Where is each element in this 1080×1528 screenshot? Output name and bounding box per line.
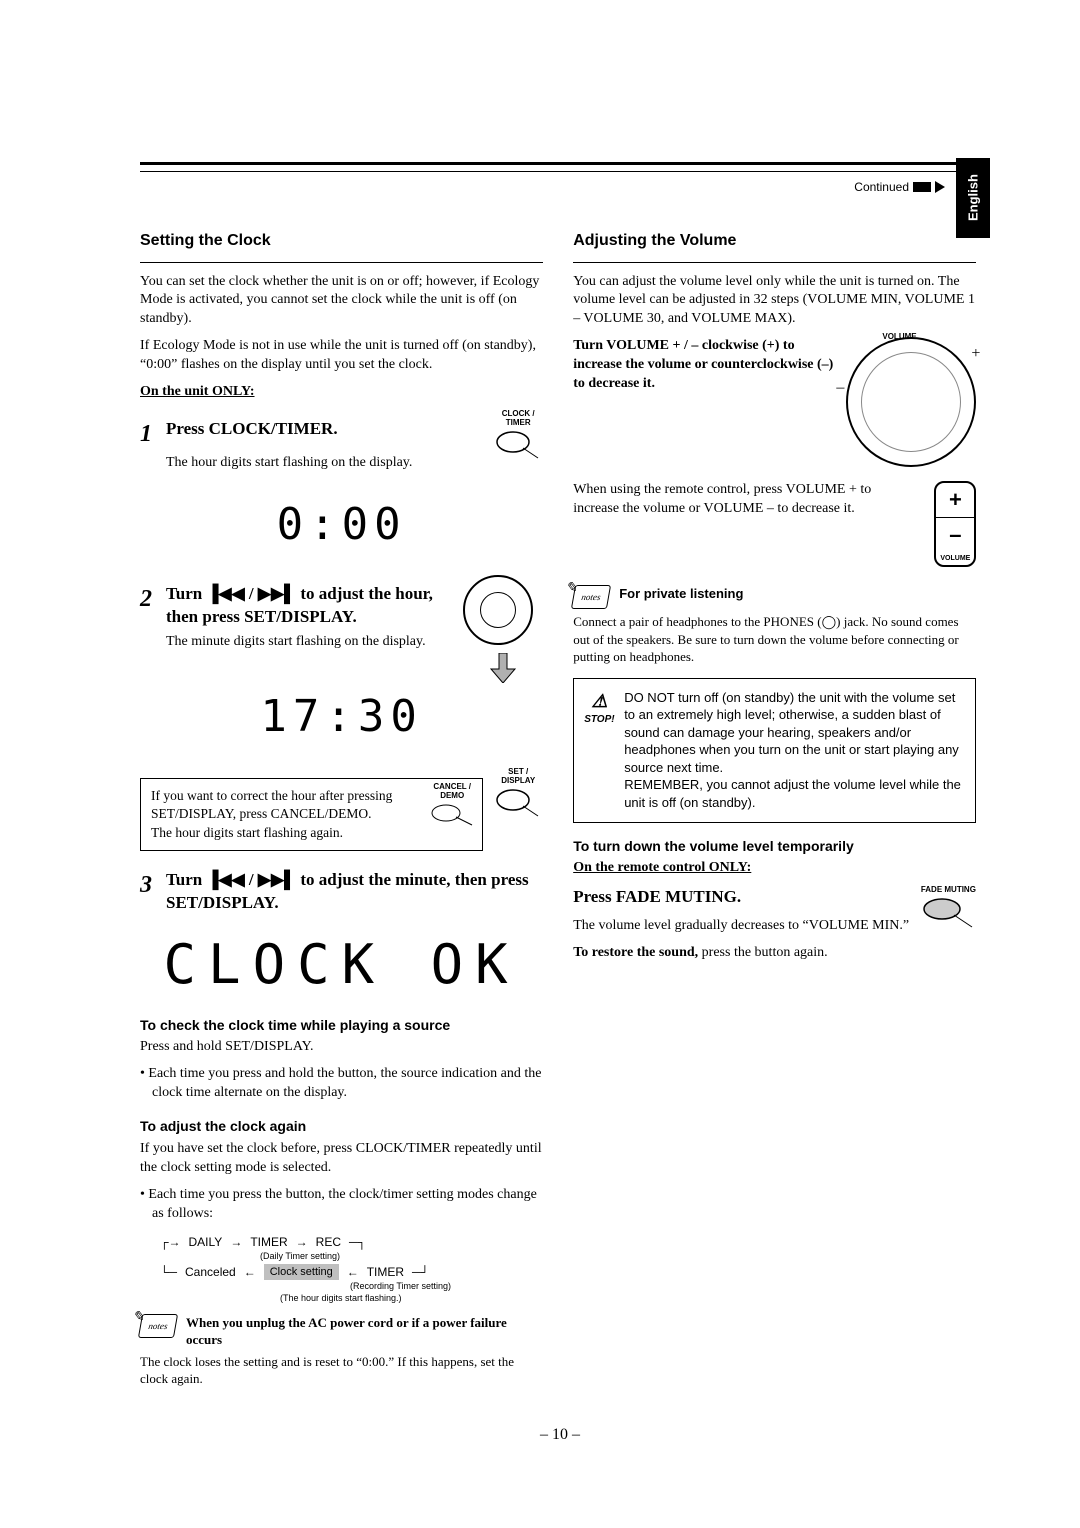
step-1: 1 Press CLOCK/TIMER. The hour digits sta… — [140, 410, 543, 481]
mode-timer: TIMER — [250, 1234, 287, 1250]
step-number-2: 2 — [140, 583, 160, 615]
remote-volume-label: VOLUME — [936, 552, 974, 565]
heading-adjusting-volume: Adjusting the Volume — [573, 230, 976, 252]
manual-page: Continued English Setting the Clock You … — [0, 0, 1080, 1484]
language-tab: English — [956, 158, 990, 238]
heading-rule — [140, 262, 543, 263]
volume-dial-icon: – + VOLUME — [846, 337, 976, 467]
set-display-button-icon: SET / DISPLAY — [493, 768, 543, 824]
check-clock-bullet: Each time you press and hold the button,… — [152, 1065, 543, 1103]
private-listening-note: notes For private listening — [573, 585, 976, 609]
step-number-1: 1 — [140, 418, 160, 450]
fade-muting-heading: Press FADE MUTING. — [573, 886, 910, 909]
jog-dial-icon — [463, 575, 543, 698]
step-3-heading: Turn ▐◀◀ / ▶▶▌ to adjust the minute, the… — [166, 869, 543, 915]
private-listening-body: Connect a pair of headphones to the PHON… — [573, 613, 976, 666]
check-clock-heading: To check the clock time while playing a … — [140, 1016, 543, 1035]
step-3: 3 Turn ▐◀◀ / ▶▶▌ to adjust the minute, t… — [140, 869, 543, 915]
continued-arrow-icon — [935, 181, 945, 193]
mode-cycle-diagram: ┌→ DAILY → TIMER → REC ─┐ (Daily Timer s… — [160, 1234, 523, 1304]
check-clock-body: Press and hold SET/DISPLAY. — [140, 1038, 543, 1057]
fade-muting-button-icon: FADE MUTING — [920, 886, 976, 936]
heading-setting-clock: Setting the Clock — [140, 230, 543, 252]
mode-daily: DAILY — [189, 1234, 223, 1250]
step-1-body: The hour digits start flashing on the di… — [140, 454, 483, 473]
column-adjusting-volume: Adjusting the Volume You can adjust the … — [573, 230, 976, 1396]
remote-volume-instruction: When using the remote control, press VOL… — [573, 481, 896, 519]
turn-volume-instruction: Turn VOLUME + / – clockwise (+) to incre… — [573, 337, 836, 394]
remote-volume-row: When using the remote control, press VOL… — [573, 481, 976, 567]
top-rule — [140, 162, 980, 172]
step-2: 2 Turn ▐◀◀ / ▶▶▌ to adjust the hour, the… — [140, 575, 543, 698]
unplug-note-heading: When you unplug the AC power cord or if … — [186, 1314, 543, 1349]
unplug-note-body: The clock loses the setting and is reset… — [140, 1353, 543, 1388]
restore-sound-lead: To restore the sound, — [573, 945, 698, 960]
adjust-again-body: If you have set the clock before, press … — [140, 1140, 543, 1178]
column-setting-clock: Setting the Clock You can set the clock … — [140, 230, 543, 1396]
content-columns: Setting the Clock You can set the clock … — [140, 230, 980, 1396]
continued-label: Continued — [854, 180, 909, 194]
volume-warning-text: DO NOT turn off (on standby) the unit wi… — [624, 690, 961, 810]
continued-indicator: Continued — [854, 180, 945, 194]
step-number-3: 3 — [140, 869, 160, 901]
continued-bar-icon — [913, 182, 931, 192]
fade-muting-body: The volume level gradually decreases to … — [573, 917, 910, 936]
mode-rec: REC — [316, 1234, 341, 1250]
turn-down-heading: To turn down the volume level temporaril… — [573, 837, 976, 856]
remote-minus: – — [936, 517, 974, 552]
remote-volume-button-icon: + – VOLUME — [906, 481, 976, 567]
volume-warning-box: STOP! DO NOT turn off (on standby) the u… — [573, 678, 976, 823]
correct-hour-text: If you want to correct the hour after pr… — [151, 788, 392, 839]
restore-sound-rest: press the button again. — [698, 945, 827, 960]
clock-intro-2: If Ecology Mode is not in use while the … — [140, 337, 543, 375]
heading-rule-right — [573, 262, 976, 263]
restore-sound-line: To restore the sound, press the button a… — [573, 944, 910, 963]
adjust-again-heading: To adjust the clock again — [140, 1117, 543, 1136]
adjust-again-bullet: Each time you press the button, the cloc… — [152, 1186, 543, 1224]
clock-timer-label: CLOCK / TIMER — [493, 410, 543, 428]
correct-hour-box: If you want to correct the hour after pr… — [140, 778, 483, 851]
cancel-demo-label: CANCEL / DEMO — [428, 783, 476, 801]
mode-hour-sub: (The hour digits start flashing.) — [160, 1294, 523, 1304]
mode-clock-setting: Clock setting — [264, 1264, 339, 1280]
down-arrow-icon — [489, 653, 517, 683]
notes-icon: notes — [138, 1314, 178, 1338]
dial-volume-label: VOLUME — [882, 333, 916, 342]
dial-minus-label: – — [836, 377, 844, 399]
cancel-demo-button-icon: CANCEL / DEMO — [428, 783, 476, 832]
remote-only-label: On the remote control ONLY: — [573, 859, 976, 878]
lcd-display-000: 0:00 — [140, 489, 543, 559]
mode-timer-2: TIMER — [367, 1264, 404, 1280]
correct-hour-row: If you want to correct the hour after pr… — [140, 768, 543, 861]
mode-canceled: Canceled — [185, 1264, 236, 1280]
step-2-heading: Turn ▐◀◀ / ▶▶▌ to adjust the hour, then … — [166, 583, 453, 629]
on-unit-only-label: On the unit ONLY: — [140, 383, 543, 402]
clock-intro-1: You can set the clock whether the unit i… — [140, 273, 543, 330]
page-number: – 10 – — [140, 1426, 980, 1444]
volume-turn-row: Turn VOLUME + / – clockwise (+) to incre… — [573, 337, 976, 467]
mode-rec-sub: (Recording Timer setting) — [350, 1282, 451, 1292]
notes-icon: notes — [571, 585, 611, 609]
clock-timer-button-icon: CLOCK / TIMER — [493, 410, 543, 466]
dial-plus-label: + — [971, 343, 980, 365]
step-2-body: The minute digits start flashing on the … — [140, 633, 453, 652]
fade-muting-label: FADE MUTING — [920, 886, 976, 895]
lcd-display-clock-ok: CLOCK OK — [140, 929, 543, 1002]
volume-intro: You can adjust the volume level only whi… — [573, 273, 976, 330]
set-display-label: SET / DISPLAY — [493, 768, 543, 786]
stop-icon: STOP! — [584, 689, 614, 727]
fade-muting-row: Press FADE MUTING. The volume level grad… — [573, 886, 976, 971]
mode-daily-sub: (Daily Timer setting) — [260, 1252, 340, 1262]
remote-plus: + — [936, 483, 974, 517]
private-listening-heading: For private listening — [619, 585, 976, 603]
unplug-note: notes When you unplug the AC power cord … — [140, 1314, 543, 1349]
step-1-heading: Press CLOCK/TIMER. — [166, 418, 483, 441]
